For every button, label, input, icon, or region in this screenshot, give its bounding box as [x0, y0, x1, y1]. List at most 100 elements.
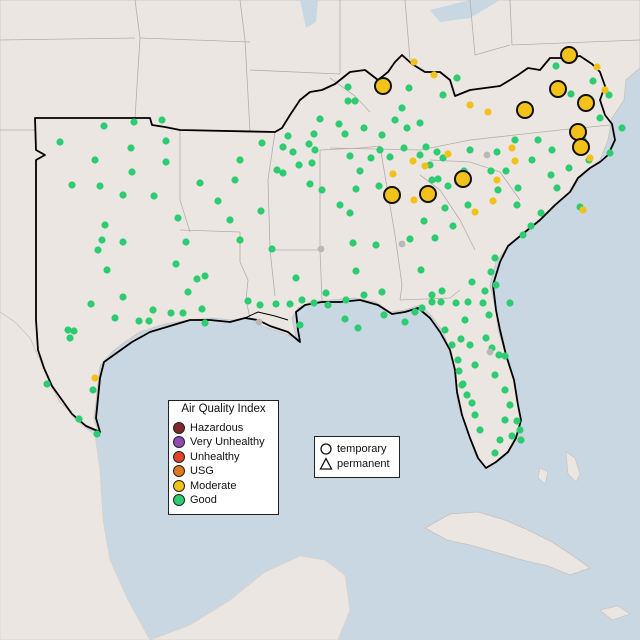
- aqi-legend-title: Air Quality Index: [181, 403, 266, 415]
- good-monitor-marker: [527, 222, 535, 230]
- good-monitor-marker: [441, 326, 449, 334]
- legend-item-very-unhealthy: Very Unhealthy: [173, 435, 265, 449]
- good-monitor-marker: [296, 321, 304, 329]
- good-monitor-marker: [258, 139, 266, 147]
- good-monitor-marker: [356, 167, 364, 175]
- land-bahamas-2: [537, 467, 549, 485]
- good-monitor-marker: [547, 171, 555, 179]
- good-monitor-marker: [428, 298, 436, 306]
- good-monitor-marker: [479, 299, 487, 307]
- good-monitor-marker: [93, 430, 101, 438]
- good-monitor-marker: [342, 296, 350, 304]
- circle-icon: [320, 443, 332, 455]
- good-monitor-marker: [380, 311, 388, 319]
- good-monitor-marker: [341, 315, 349, 323]
- good-monitor-marker: [567, 90, 575, 98]
- moderate-monitor-marker: [489, 197, 497, 205]
- good-monitor-marker: [485, 311, 493, 319]
- good-monitor-marker: [438, 287, 446, 295]
- good-monitor-marker: [305, 140, 313, 148]
- lake-michigan: [300, 0, 318, 28]
- good-monitor-marker: [335, 120, 343, 128]
- good-monitor-marker: [453, 74, 461, 82]
- good-monitor-marker: [201, 319, 209, 327]
- good-monitor-marker: [439, 154, 447, 162]
- good-monitor-marker: [103, 266, 111, 274]
- moderate-monitor-marker: [444, 150, 452, 158]
- good-monitor-marker: [482, 334, 490, 342]
- good-monitor-marker: [231, 176, 239, 184]
- good-monitor-marker: [457, 335, 465, 343]
- land-jamaica: [599, 605, 631, 621]
- good-monitor-marker: [310, 299, 318, 307]
- good-monitor-marker: [367, 154, 375, 162]
- good-monitor-marker: [466, 341, 474, 349]
- good-monitor-marker: [286, 300, 294, 308]
- good-monitor-marker: [439, 91, 447, 99]
- temporary-label: temporary: [337, 443, 387, 455]
- good-monitor-marker: [256, 301, 264, 309]
- good-monitor-marker: [487, 268, 495, 276]
- good-monitor-marker: [100, 122, 108, 130]
- good-monitor-marker: [386, 153, 394, 161]
- good-monitor-marker: [98, 236, 106, 244]
- good-monitor-marker: [516, 426, 524, 434]
- legend-label: Very Unhealthy: [190, 436, 265, 448]
- good-monitor-marker: [513, 201, 521, 209]
- good-monitor-marker: [378, 288, 386, 296]
- good-monitor-marker: [514, 184, 522, 192]
- temporary-monitor-marker: [560, 46, 578, 64]
- good-monitor-marker: [272, 300, 280, 308]
- no-data-monitor-marker: [398, 240, 406, 248]
- moderate-monitor-marker: [511, 157, 519, 165]
- good-monitor-marker: [273, 166, 281, 174]
- good-monitor-marker: [519, 231, 527, 239]
- good-monitor-marker: [128, 168, 136, 176]
- good-monitor-marker: [548, 146, 556, 154]
- moderate-monitor-marker: [484, 108, 492, 116]
- good-monitor-marker: [565, 164, 573, 172]
- very-unhealthy-swatch: [173, 436, 185, 448]
- good-monitor-marker: [605, 91, 613, 99]
- good-monitor-marker: [416, 151, 424, 159]
- good-monitor-marker: [101, 221, 109, 229]
- good-monitor-marker: [492, 281, 500, 289]
- good-monitor-marker: [167, 309, 175, 317]
- temporary-monitor-marker: [454, 170, 472, 188]
- good-monitor-marker: [403, 124, 411, 132]
- good-monitor-marker: [68, 181, 76, 189]
- good-monitor-marker: [528, 156, 536, 164]
- land-yucatan: [149, 555, 351, 640]
- moderate-monitor-marker: [430, 71, 438, 79]
- good-monitor-marker: [75, 415, 83, 423]
- good-monitor-marker: [468, 399, 476, 407]
- good-monitor-marker: [308, 159, 316, 167]
- temporary-monitor-marker: [383, 186, 401, 204]
- good-monitor-marker: [289, 148, 297, 156]
- good-monitor-marker: [493, 148, 501, 156]
- good-monitor-marker: [433, 148, 441, 156]
- good-monitor-marker: [66, 334, 74, 342]
- good-monitor-marker: [513, 417, 521, 425]
- good-monitor-marker: [437, 298, 445, 306]
- aqi-legend: Air Quality Index Hazardous Very Unhealt…: [168, 400, 279, 515]
- good-monitor-marker: [344, 83, 352, 91]
- good-monitor-marker: [487, 167, 495, 175]
- good-monitor-marker: [96, 182, 104, 190]
- good-monitor-marker: [464, 201, 472, 209]
- good-monitor-marker: [336, 201, 344, 209]
- unhealthy-swatch: [173, 451, 185, 463]
- good-monitor-marker: [506, 299, 514, 307]
- temporary-monitor-marker: [577, 94, 595, 112]
- good-monitor-marker: [501, 352, 509, 360]
- good-monitor-marker: [119, 191, 127, 199]
- monitor-type-legend: temporary permanent: [314, 436, 400, 478]
- good-monitor-marker: [506, 401, 514, 409]
- legend-item-moderate: Moderate: [173, 479, 236, 493]
- good-monitor-marker: [455, 367, 463, 375]
- good-monitor-marker: [193, 275, 201, 283]
- good-monitor-marker: [174, 214, 182, 222]
- moderate-swatch: [173, 480, 185, 492]
- permanent-label: permanent: [337, 458, 390, 470]
